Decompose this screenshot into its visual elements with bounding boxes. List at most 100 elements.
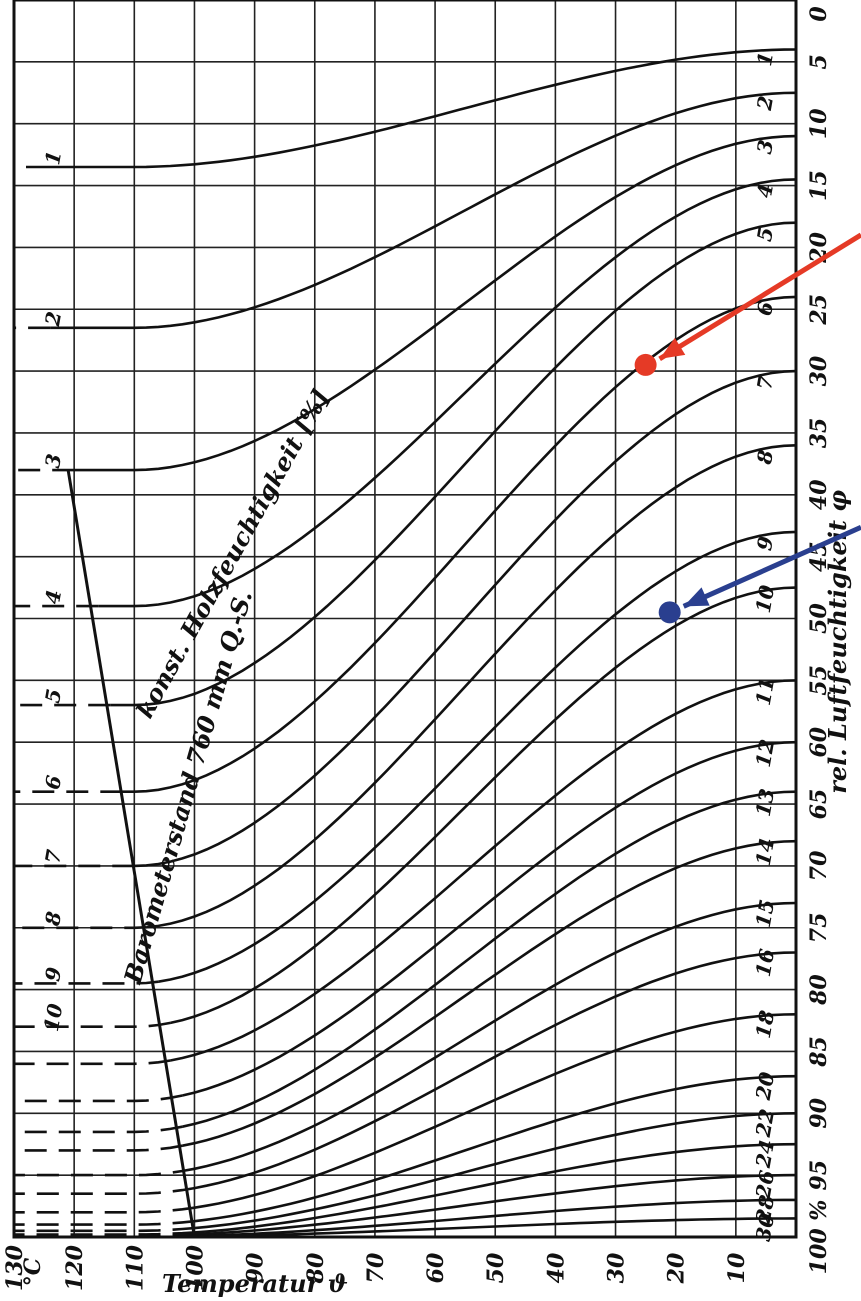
- curve-label-6: 6: [752, 300, 778, 318]
- y-tick-label: 60: [806, 726, 832, 757]
- y-tick-label: 0: [806, 6, 832, 22]
- barometer-boundary-line: [66, 469, 196, 1238]
- y-tick-label: 15: [806, 170, 832, 201]
- curve-label-24: 24: [751, 1138, 780, 1171]
- marker-dot: [658, 601, 681, 624]
- x-tick-label: 60: [423, 1252, 449, 1283]
- x-tick-label: 80: [303, 1252, 329, 1284]
- x-axis-label: Temperatur ϑ: [162, 1269, 348, 1298]
- curve-label-12: 12: [751, 737, 779, 769]
- y-tick-label: 95: [806, 1160, 832, 1191]
- barometer-line: [66, 469, 196, 1238]
- y-tick-label: 10: [806, 108, 832, 139]
- y-tick-label: 65: [806, 789, 832, 820]
- curve-label-left-10: 10: [39, 1002, 67, 1034]
- moisture-curve-dashed-10: [14, 1021, 171, 1028]
- curve-label-16: 16: [751, 947, 779, 979]
- moisture-curve-12: [182, 740, 796, 1097]
- curve-label-2: 2: [752, 94, 778, 113]
- moisture-curve-2: [50, 91, 796, 330]
- y-tick-label: 75: [806, 912, 832, 943]
- x-tick-labels: 130 120 110 100 90 80 70 60 50 40 30 20 10: [2, 1244, 750, 1291]
- moisture-curve-7: [134, 369, 796, 868]
- moisture-curve-14: [182, 839, 796, 1147]
- curve-label-13: 13: [751, 787, 779, 819]
- moisture-curve-8: [146, 444, 796, 929]
- moisture-curve-24: [194, 1142, 796, 1234]
- plot-frame: [12, 0, 798, 1239]
- y-tick-label: 80: [806, 974, 832, 1006]
- moisture-curve-28: [194, 1198, 796, 1237]
- moisture-curves: [14, 48, 796, 1237]
- moisture-curve-dashed-14: [14, 1144, 183, 1152]
- curve-label-left-6: 6: [40, 773, 66, 791]
- marker-arrow-line: [658, 232, 861, 362]
- curve-label-15: 15: [751, 898, 779, 930]
- moisture-curve-dashed-22: [14, 1226, 195, 1233]
- moisture-curve-6: [122, 295, 796, 793]
- markers: [634, 232, 861, 624]
- x-tick-label: 100: [182, 1244, 208, 1291]
- moisture-curve-3: [74, 134, 796, 472]
- curve-label-9: 9: [752, 534, 778, 552]
- y-tick-labels: 0510152025303540455055606570758085909510…: [806, 6, 832, 1275]
- moisture-curve-11: [170, 679, 796, 1062]
- moisture-curve-30: [194, 1217, 796, 1237]
- moisture-curve-dashed-20: [14, 1219, 195, 1226]
- curve-label-7: 7: [752, 374, 778, 392]
- moisture-curve-20: [194, 1074, 796, 1223]
- x-tick-label: 120: [62, 1244, 88, 1291]
- x-tick-label: 110: [122, 1244, 148, 1291]
- curve-label-22: 22: [751, 1107, 780, 1140]
- curve-label-1: 1: [752, 50, 778, 68]
- curve-label-26: 26: [751, 1168, 780, 1201]
- moisture-curve-13: [182, 790, 796, 1128]
- x-tick-label: 20: [664, 1252, 690, 1284]
- moisture-curve-9: [158, 530, 796, 983]
- moisture-curve-dashed-8: [14, 926, 147, 930]
- moisture-curve-dashed-16: [14, 1186, 195, 1195]
- x-tick-label: 30: [604, 1252, 630, 1283]
- y-tick-label: 30: [806, 355, 832, 386]
- y-tick-label: 100 %: [806, 1200, 832, 1275]
- curve-label-left-4: 4: [40, 588, 66, 606]
- y-tick-label: 85: [806, 1036, 832, 1068]
- curve-label-left-9: 9: [40, 965, 66, 983]
- marker-dot: [634, 353, 657, 376]
- curve-label-28: 28: [751, 1193, 780, 1226]
- x-tick-label: 50: [483, 1252, 509, 1283]
- curve-label-18: 18: [751, 1008, 779, 1040]
- curve-label-10: 10: [751, 583, 779, 615]
- y-tick-label: 55: [806, 665, 832, 696]
- x-tick-label: 40: [543, 1252, 569, 1283]
- curve-label-left-5: 5: [40, 687, 66, 705]
- curve-label-5: 5: [752, 225, 778, 243]
- curve-label-8: 8: [752, 448, 778, 467]
- moisture-curve-dashed-9: [14, 980, 159, 985]
- moisture-curve-16: [194, 951, 796, 1190]
- curve-label-left-8: 8: [40, 910, 66, 929]
- curve-label-left-2: 2: [40, 310, 66, 329]
- moisture-curve-dashed-13: [14, 1125, 183, 1134]
- y-tick-label: 50: [806, 603, 832, 634]
- moisture-curve-dashed-15: [14, 1167, 195, 1177]
- moisture-curve-26: [194, 1173, 796, 1236]
- curve-label-4: 4: [752, 182, 778, 200]
- curve-label-3: 3: [752, 138, 778, 156]
- curve-label-14: 14: [751, 836, 779, 868]
- x-tick-label: 130: [2, 1244, 28, 1291]
- y-tick-label: 5: [806, 54, 832, 69]
- curve-labels: 1122334455667788991010111213141516182022…: [39, 50, 779, 1243]
- y-tick-label: 35: [806, 418, 832, 449]
- marker-arrow-line: [682, 525, 861, 609]
- y-tick-label: 90: [806, 1097, 832, 1128]
- y-tick-label: 25: [806, 294, 832, 326]
- x-tick-label: 70: [363, 1252, 389, 1283]
- moisture-curve-10: [170, 586, 796, 1025]
- moisture-curve-dashed-24: [14, 1231, 195, 1236]
- y-tick-label: 40: [806, 479, 832, 510]
- curve-label-left-1: 1: [40, 149, 66, 167]
- curve-label-11: 11: [751, 676, 779, 708]
- marker-arrowhead: [683, 587, 710, 607]
